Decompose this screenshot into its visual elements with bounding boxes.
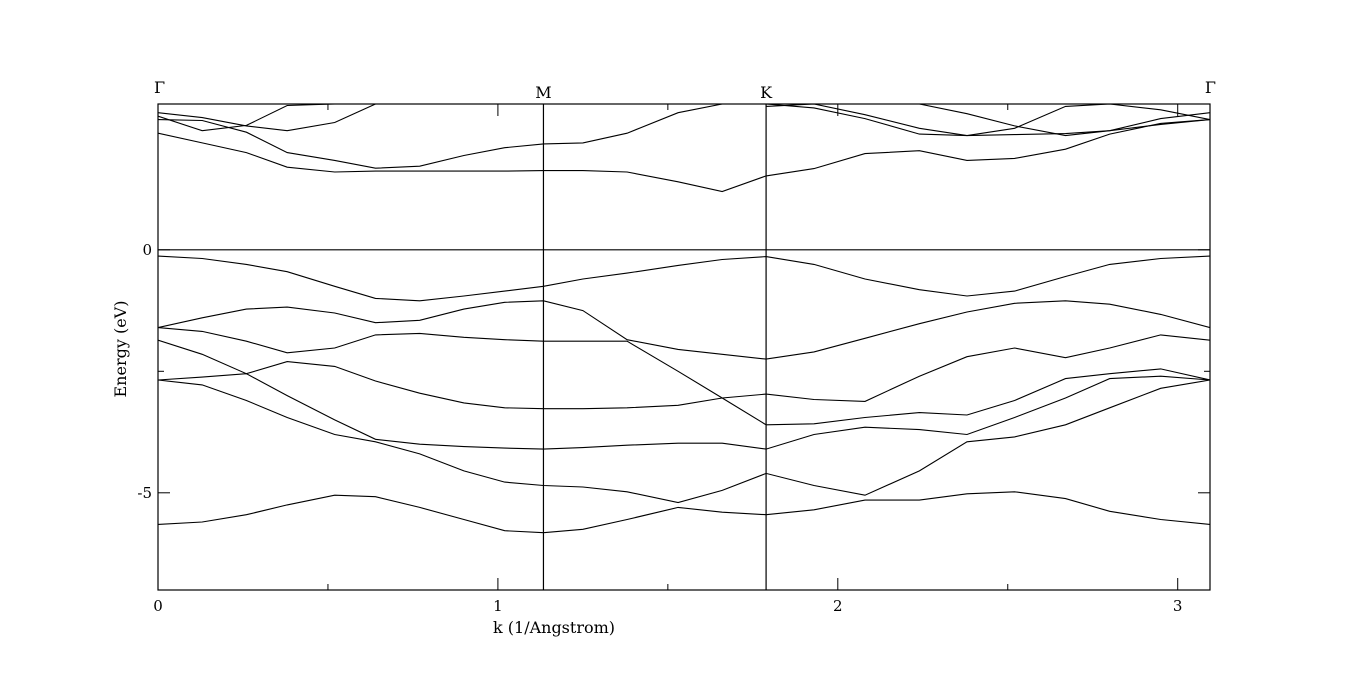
band-line-12	[766, 104, 1210, 137]
band-line-1	[158, 255, 1210, 302]
band-line-2	[158, 300, 1210, 360]
y-axis-label: Energy (eV)	[111, 301, 130, 398]
band-line-7	[158, 491, 1210, 534]
band-line-13	[766, 104, 1210, 137]
band-line-11	[158, 104, 420, 132]
x-tick-label: 2	[833, 597, 843, 615]
high-symmetry-label: M	[535, 83, 551, 102]
band-line-4	[158, 334, 1210, 410]
x-axis-label: k (1/Angstrom)	[493, 618, 615, 637]
high-symmetry-label: Γ	[154, 78, 165, 97]
band-line-3	[158, 327, 1210, 426]
y-tick-label: 0	[142, 241, 152, 259]
x-tick-label: 0	[153, 597, 163, 615]
y-tick-label: -5	[137, 484, 152, 502]
x-tick-label: 3	[1173, 597, 1183, 615]
band-line-9	[158, 104, 1210, 169]
ticks-layer: 0 1 2 3 0 -5	[137, 104, 1210, 615]
high-symmetry-label: K	[760, 83, 773, 102]
plot-frame	[157, 103, 1211, 591]
x-tick-label: 1	[493, 597, 503, 615]
band-line-10	[158, 104, 420, 132]
band-line-8	[158, 119, 1210, 193]
bands-layer	[158, 104, 1210, 534]
band-line-6	[158, 379, 1210, 504]
high-symmetry-label: Γ	[1205, 78, 1216, 97]
band-line-5	[158, 373, 1210, 450]
